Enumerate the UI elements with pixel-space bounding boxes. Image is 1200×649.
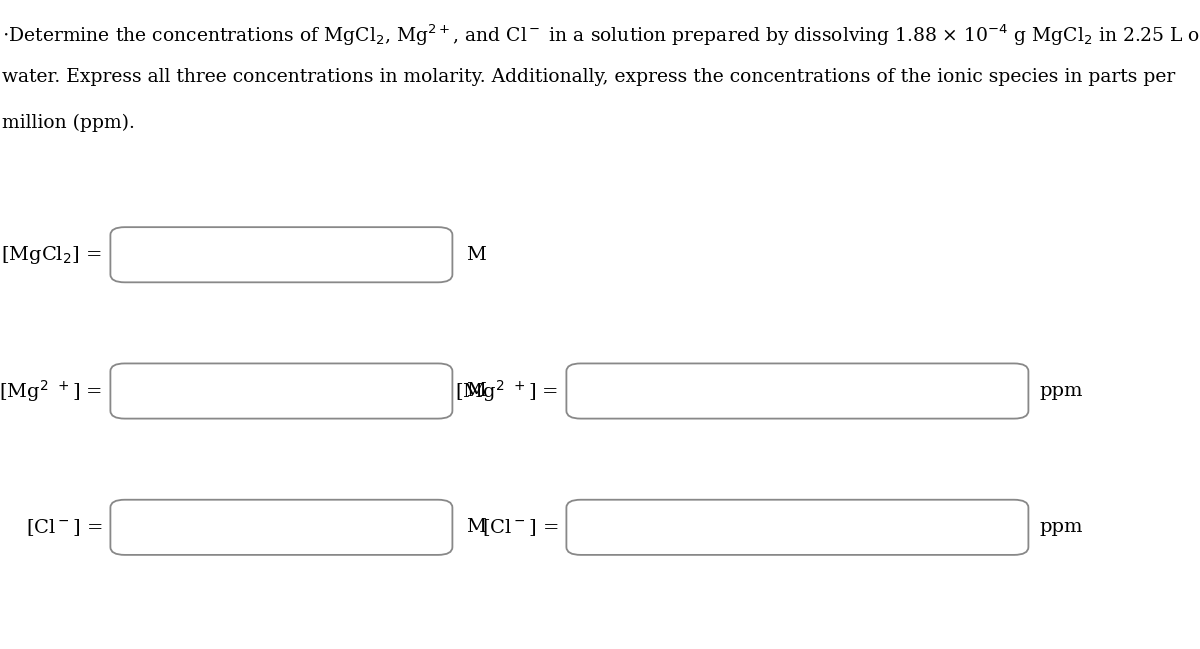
- Text: water. Express all three concentrations in molarity. Additionally, express the c: water. Express all three concentrations …: [2, 68, 1176, 86]
- FancyBboxPatch shape: [566, 363, 1028, 419]
- Text: ⋅Determine the concentrations of MgCl$_2$, Mg$^{2+}$, and Cl$^-$ in a solution p: ⋅Determine the concentrations of MgCl$_2…: [2, 23, 1200, 48]
- Text: million (ppm).: million (ppm).: [2, 114, 136, 132]
- Text: M: M: [466, 382, 486, 400]
- FancyBboxPatch shape: [110, 227, 452, 282]
- Text: ppm: ppm: [1039, 519, 1082, 536]
- Text: ppm: ppm: [1039, 382, 1082, 400]
- FancyBboxPatch shape: [566, 500, 1028, 555]
- Text: [Cl$^-$] =: [Cl$^-$] =: [481, 517, 558, 538]
- FancyBboxPatch shape: [110, 500, 452, 555]
- Text: [MgCl$_2$] =: [MgCl$_2$] =: [1, 244, 102, 265]
- Text: [Cl$^-$] =: [Cl$^-$] =: [25, 517, 102, 538]
- Text: M: M: [466, 519, 486, 536]
- FancyBboxPatch shape: [110, 363, 452, 419]
- Text: [Mg$^2$ $^+$] =: [Mg$^2$ $^+$] =: [0, 378, 102, 404]
- Text: M: M: [466, 246, 486, 263]
- Text: [Mg$^2$ $^+$] =: [Mg$^2$ $^+$] =: [455, 378, 558, 404]
